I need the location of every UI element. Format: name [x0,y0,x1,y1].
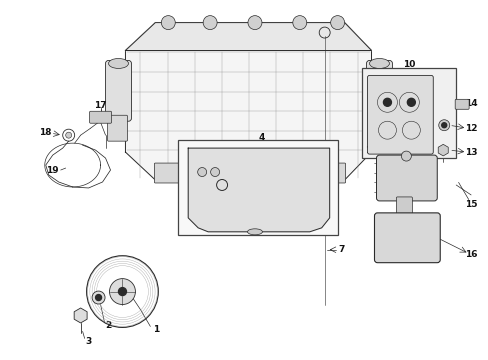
FancyBboxPatch shape [374,213,439,263]
Circle shape [438,120,449,131]
Text: 9: 9 [264,161,270,170]
FancyBboxPatch shape [105,60,131,121]
Circle shape [210,167,219,176]
Circle shape [441,123,446,128]
Text: 3: 3 [85,337,92,346]
Text: 19: 19 [46,166,59,175]
Circle shape [330,15,344,30]
Circle shape [407,98,414,106]
FancyBboxPatch shape [244,145,300,179]
Text: 14: 14 [464,99,476,108]
Text: 5: 5 [187,158,193,167]
Text: 8: 8 [274,203,281,212]
Text: 1: 1 [153,325,159,334]
Ellipse shape [247,229,262,235]
Text: 12: 12 [464,124,476,133]
Circle shape [292,15,306,30]
FancyBboxPatch shape [366,60,392,121]
Text: 6: 6 [192,188,198,197]
Text: 15: 15 [464,201,476,210]
Text: 4: 4 [258,133,264,142]
Ellipse shape [369,58,388,68]
FancyBboxPatch shape [154,163,345,183]
Circle shape [65,132,72,138]
Circle shape [92,291,105,304]
Bar [361,68,455,158]
Text: 10: 10 [402,60,415,69]
Polygon shape [188,148,329,232]
Text: 18: 18 [40,128,52,137]
FancyBboxPatch shape [396,197,411,214]
Circle shape [118,288,126,296]
Text: 11: 11 [365,145,377,154]
Ellipse shape [108,58,128,68]
Circle shape [197,167,206,176]
Circle shape [95,294,102,301]
Polygon shape [125,23,371,50]
Text: 17: 17 [94,101,107,110]
FancyBboxPatch shape [107,115,127,141]
Circle shape [161,15,175,30]
Circle shape [109,279,135,305]
Circle shape [203,15,217,30]
FancyBboxPatch shape [376,155,436,201]
Text: 13: 13 [464,148,476,157]
FancyBboxPatch shape [89,111,111,123]
Bar [178,140,337,235]
Text: 7: 7 [338,245,344,254]
Text: 2: 2 [105,321,111,330]
FancyBboxPatch shape [367,75,432,154]
Polygon shape [125,23,371,180]
Circle shape [247,15,262,30]
Circle shape [401,151,410,161]
Text: 16: 16 [464,250,476,259]
FancyBboxPatch shape [454,99,468,109]
Circle shape [383,98,390,106]
